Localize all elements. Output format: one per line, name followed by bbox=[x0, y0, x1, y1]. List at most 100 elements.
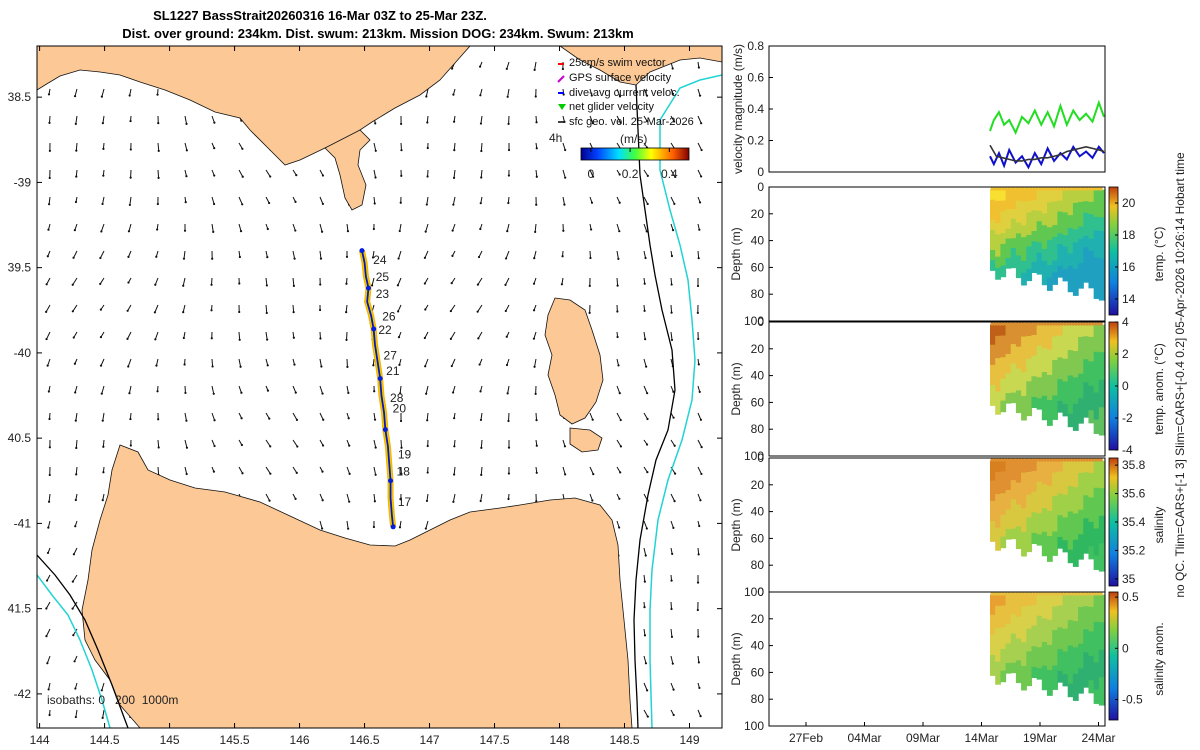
section-cell bbox=[1005, 353, 1012, 365]
section-ytick-label: 40 bbox=[751, 369, 765, 383]
section-cell bbox=[1031, 604, 1038, 617]
surface-sample bbox=[1007, 322, 1011, 326]
velocity-vector-head bbox=[292, 336, 295, 339]
section-cell bbox=[990, 654, 996, 666]
section-cell bbox=[1078, 361, 1084, 375]
section-cell bbox=[1093, 365, 1100, 380]
velocity-vector bbox=[697, 439, 703, 448]
section-cell bbox=[1088, 361, 1095, 375]
velocity-vector-head bbox=[477, 337, 480, 340]
section-cell bbox=[1052, 472, 1058, 486]
velocity-vector-head bbox=[398, 526, 402, 529]
section-cell bbox=[1093, 621, 1100, 637]
velocity-vector bbox=[45, 628, 51, 637]
velocity-vector-head bbox=[618, 201, 621, 204]
velocity-vector bbox=[697, 169, 702, 177]
section-cell bbox=[1000, 605, 1007, 618]
section-cell bbox=[1078, 656, 1084, 670]
section-cell bbox=[1036, 594, 1043, 607]
section-cell bbox=[1072, 229, 1079, 244]
section-cell bbox=[1052, 407, 1058, 420]
map-xtick-label: 148.5 bbox=[609, 733, 639, 747]
velocity-vector-head bbox=[238, 338, 241, 341]
velocity-series-line bbox=[989, 99, 1105, 136]
surface-sample bbox=[1018, 458, 1022, 462]
velocity-vector bbox=[506, 223, 510, 232]
velocity-vector-head bbox=[507, 201, 510, 205]
section-cell bbox=[1010, 373, 1017, 384]
velocity-vector-head bbox=[646, 174, 649, 177]
velocity-vector-head bbox=[507, 419, 510, 423]
section-cell bbox=[1057, 493, 1064, 506]
velocity-vector-head bbox=[424, 230, 427, 233]
velocity-vector-head bbox=[399, 201, 402, 204]
section-cell bbox=[1067, 202, 1074, 216]
velocity-vector bbox=[478, 250, 483, 258]
surface-sample bbox=[1040, 187, 1044, 191]
section-cell bbox=[1093, 542, 1100, 557]
section-cell bbox=[1062, 494, 1069, 507]
velocity-vector-head bbox=[563, 203, 566, 206]
section-cell bbox=[1093, 555, 1100, 570]
section-cell bbox=[1005, 334, 1012, 346]
velocity-vector-head bbox=[645, 443, 649, 446]
velocity-vector-head bbox=[453, 149, 456, 152]
section-xtick-label: 14Mar bbox=[964, 731, 998, 745]
section-cell bbox=[1026, 594, 1033, 607]
velocity-vector-head bbox=[99, 256, 102, 260]
section-cell bbox=[1021, 348, 1027, 362]
velocity-vector bbox=[211, 385, 215, 394]
isobath-200m-west bbox=[37, 554, 129, 728]
velocity-vector-head bbox=[646, 417, 649, 421]
section-cell bbox=[1088, 546, 1095, 560]
section-cell bbox=[995, 516, 1001, 529]
velocity-vector-head bbox=[45, 310, 48, 313]
section-cell bbox=[1021, 484, 1027, 498]
section-cell bbox=[990, 189, 996, 201]
section-cell bbox=[1047, 202, 1053, 216]
surface-sample bbox=[1026, 458, 1030, 462]
section-cell bbox=[1093, 338, 1100, 353]
velocity-vector-head bbox=[213, 444, 216, 448]
velocity-vector-head bbox=[399, 122, 403, 126]
velocity-vector-head bbox=[479, 122, 483, 125]
surface-sample bbox=[1026, 187, 1030, 191]
section-cell bbox=[1072, 403, 1079, 418]
surface-sample bbox=[996, 322, 1000, 326]
section-cell bbox=[1010, 614, 1017, 625]
velocity-vector-head bbox=[533, 365, 536, 368]
section-cell bbox=[1031, 615, 1038, 627]
map-ytick-label: 38.5 bbox=[8, 90, 32, 104]
section-cell bbox=[1005, 248, 1012, 259]
section-cell bbox=[1015, 266, 1022, 279]
section-cell bbox=[1000, 335, 1007, 348]
velocity-vector-head bbox=[477, 255, 481, 259]
section-cell bbox=[1041, 372, 1048, 385]
velocity-ytick-label: 0 bbox=[757, 165, 764, 179]
velocity-vector bbox=[75, 466, 78, 475]
section-cell bbox=[1031, 251, 1038, 263]
section-cell bbox=[1067, 632, 1074, 647]
velocity-vector-head bbox=[185, 175, 188, 178]
velocity-vector-head bbox=[266, 364, 269, 367]
section-cell bbox=[1067, 498, 1074, 513]
section-cell bbox=[1072, 268, 1079, 283]
section-cell bbox=[990, 594, 996, 606]
section-cell bbox=[1021, 665, 1027, 679]
velocity-vector-head bbox=[452, 203, 455, 206]
surface-sample bbox=[1012, 458, 1017, 462]
section-cell bbox=[1098, 543, 1105, 558]
section-cell bbox=[1021, 272, 1027, 286]
velocity-vector bbox=[616, 277, 619, 286]
section-cell bbox=[1000, 482, 1007, 495]
surface-sample bbox=[1054, 458, 1058, 462]
map-xtick-label: 144.5 bbox=[90, 733, 120, 747]
section-cell bbox=[1036, 460, 1043, 473]
section-cell bbox=[1026, 472, 1033, 485]
surface-sample bbox=[1040, 592, 1044, 596]
velocity-vector-head bbox=[101, 716, 104, 719]
surface-sample bbox=[1038, 458, 1042, 462]
section-cell bbox=[1072, 189, 1079, 204]
velocity-vector bbox=[643, 223, 648, 232]
section-cell bbox=[995, 256, 1001, 269]
